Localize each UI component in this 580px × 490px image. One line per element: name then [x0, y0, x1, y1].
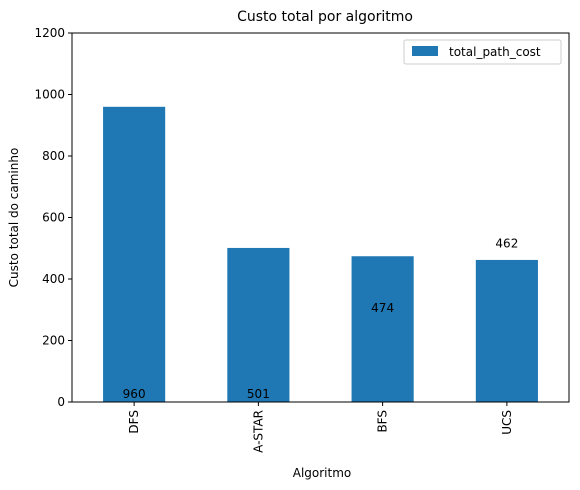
x-axis-label: Algoritmo: [293, 466, 352, 480]
legend-label: total_path_cost: [449, 45, 541, 59]
chart-title: Custo total por algoritmo: [237, 9, 413, 25]
y-axis-label: Custo total do caminho: [7, 148, 21, 288]
y-tick-label: 400: [42, 272, 65, 286]
plot-area: 960 501 474 462: [103, 106, 538, 403]
y-tick-label: 0: [57, 395, 65, 409]
legend-swatch: [412, 46, 438, 56]
bar-a-star: [227, 247, 290, 402]
x-tick-label: UCS: [500, 410, 514, 435]
bar-bfs: [351, 256, 414, 402]
data-label: 474: [371, 301, 394, 315]
legend-frame: [403, 39, 562, 65]
y-tick-label: 1000: [34, 88, 65, 102]
y-tick-label: 200: [42, 334, 65, 348]
legend: total_path_cost: [403, 39, 562, 65]
y-axis: 0 200 400 600 800 1000 1200: [34, 26, 72, 409]
x-axis: DFS A-STAR BFS UCS: [127, 402, 514, 453]
x-tick-label: BFS: [376, 410, 390, 433]
y-tick-label: 1200: [34, 26, 65, 40]
bar-dfs: [103, 106, 166, 403]
data-label: 960: [123, 387, 146, 401]
data-label: 462: [495, 236, 518, 250]
x-tick-label: A-STAR: [251, 410, 265, 453]
bar-ucs: [475, 259, 538, 402]
y-tick-label: 600: [42, 211, 65, 225]
data-label: 501: [247, 387, 270, 401]
x-tick-label: DFS: [127, 410, 141, 434]
y-tick-label: 800: [42, 149, 65, 163]
